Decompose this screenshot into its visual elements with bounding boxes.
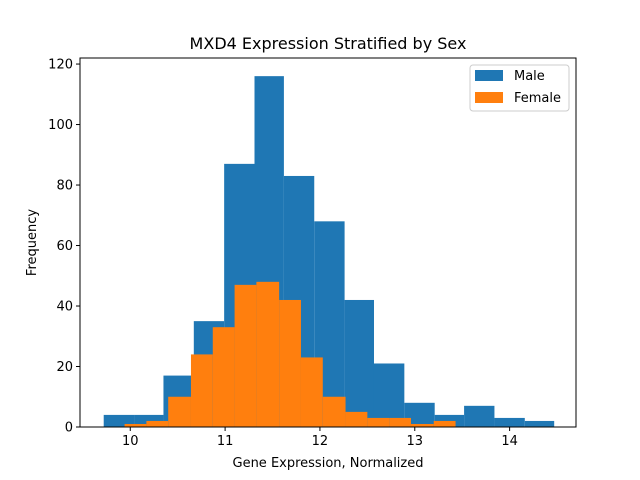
x-tick-label: 11 (217, 434, 234, 449)
y-axis-label: Frequency (25, 209, 40, 276)
bar-female-9 (322, 396, 346, 427)
plot-frame (79, 57, 577, 428)
y-tick-label: 80 (56, 179, 73, 194)
bar-female-6 (256, 281, 280, 427)
bar-male-9 (373, 363, 405, 427)
x-tick-label: 13 (407, 434, 424, 449)
legend-label-male: Male (514, 69, 545, 84)
bar-female-7 (279, 299, 301, 427)
y-tick-label: 20 (56, 360, 73, 375)
chart-title: MXD4 Expression Stratified by Sex (190, 34, 467, 53)
bar-female-14 (433, 420, 456, 427)
bar-male-8 (344, 299, 374, 427)
y-tick-label: 100 (48, 118, 73, 133)
bar-female-13 (410, 423, 434, 427)
bar-female-3 (190, 354, 213, 427)
bars-layer (103, 76, 555, 428)
y-tick-label: 0 (65, 421, 73, 436)
legend-swatch-male (475, 70, 503, 81)
y-tick-label: 40 (56, 300, 73, 315)
y-axis: 0 20 40 60 80 100 120 (48, 58, 80, 436)
bar-female-12 (389, 417, 411, 427)
legend-label-female: Female (514, 91, 561, 106)
bar-female-0 (124, 423, 147, 427)
bar-male-12 (464, 405, 495, 427)
x-tick-label: 12 (312, 434, 329, 449)
bar-female-5 (234, 284, 257, 427)
bar-female-11 (367, 417, 390, 427)
x-tick-label: 14 (501, 434, 518, 449)
bar-female-10 (345, 411, 368, 427)
legend: Male Female (469, 64, 570, 112)
y-tick-label: 120 (48, 58, 73, 73)
bar-female-2 (168, 396, 191, 427)
x-axis-label: Gene Expression, Normalized (233, 456, 424, 471)
bar-female-4 (212, 327, 235, 427)
legend-swatch-female (475, 92, 503, 103)
bar-male-14 (524, 420, 555, 427)
bar-female-1 (146, 420, 169, 427)
bar-male-13 (494, 417, 525, 427)
bar-female-8 (300, 357, 323, 427)
x-axis: 10 11 12 13 14 (122, 427, 518, 449)
x-tick-label: 10 (122, 434, 139, 449)
y-tick-label: 60 (56, 239, 73, 254)
